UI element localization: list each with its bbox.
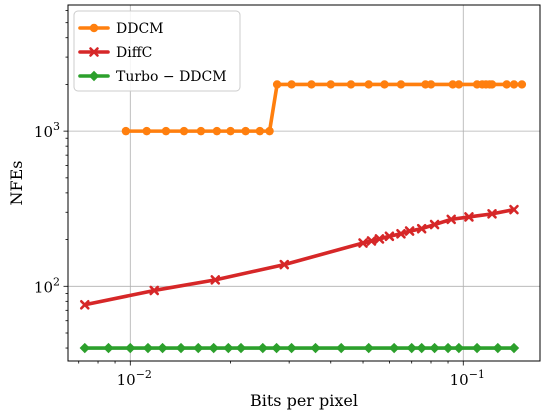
- series-0-point: [161, 126, 171, 136]
- series-2-point: [157, 342, 168, 354]
- series-2-point: [257, 342, 268, 354]
- legend-entry-1: DiffC: [78, 45, 152, 61]
- series-0-point: [142, 126, 151, 136]
- series-0-point: [346, 80, 356, 89]
- series-1-point: [404, 226, 415, 236]
- x-tick-label: 10−2: [117, 368, 152, 389]
- series-0-point: [509, 80, 519, 89]
- legend-entry-2-label: Turbo − DDCM: [116, 69, 227, 85]
- series-2-point: [79, 342, 90, 354]
- series-0-point: [487, 80, 497, 89]
- series-0-point: [272, 80, 282, 89]
- plot-series: [79, 80, 527, 354]
- legend-entry-2-marker: [88, 70, 100, 82]
- series-2-point: [363, 342, 374, 354]
- y-tick-label: 103: [34, 120, 60, 141]
- series-2-point: [416, 342, 427, 354]
- series-1-point: [279, 259, 290, 270]
- series-0: [121, 80, 527, 136]
- series-2-point: [286, 342, 297, 354]
- series-1-point: [374, 234, 385, 244]
- plot-frame: [67, 4, 541, 362]
- series-2-point: [406, 342, 417, 354]
- series-2-point: [310, 342, 321, 354]
- series-0-point: [454, 80, 464, 89]
- series-2-point: [442, 342, 454, 354]
- legend: DDCM DiffC Turbo − DDCM: [73, 10, 241, 92]
- series-1-line: [82, 207, 516, 307]
- series-0-point: [255, 126, 265, 136]
- series-1-point: [509, 204, 519, 215]
- series-2-point: [471, 342, 483, 354]
- series-2-point: [508, 342, 520, 354]
- y-axis-label: NFEs: [7, 161, 26, 206]
- series-0-point: [226, 126, 235, 136]
- series-0-point: [212, 126, 222, 136]
- series-1-point: [210, 275, 221, 285]
- x-tick-label: 10−1: [450, 368, 485, 389]
- series-1-point: [416, 223, 427, 234]
- series-1-point: [384, 231, 395, 242]
- series-1-point: [446, 214, 457, 225]
- series-0-point: [196, 126, 206, 136]
- series-0-point: [326, 80, 335, 89]
- axis-ticks: 10−2 10−1 102 103: [34, 9, 485, 389]
- series-0-point: [241, 126, 250, 136]
- y-tick-label: 102: [34, 275, 60, 296]
- series-1-point: [464, 212, 474, 222]
- series-2-point: [388, 342, 400, 354]
- series-1: [79, 204, 519, 310]
- series-1-point: [396, 228, 406, 239]
- series-1-point: [487, 209, 497, 219]
- legend-entry-0-marker: [89, 23, 99, 33]
- series-2-point: [142, 342, 154, 354]
- series-2-point: [208, 342, 219, 354]
- series-2-point: [235, 342, 247, 354]
- series-2-point: [492, 342, 504, 354]
- series-2-point: [429, 342, 440, 354]
- legend-entry-0: DDCM: [78, 21, 164, 37]
- series-0-point: [307, 80, 316, 89]
- series-2: [79, 342, 520, 354]
- series-2-point: [271, 342, 282, 354]
- series-0-point: [502, 80, 511, 89]
- series-2-point: [453, 342, 465, 354]
- legend-entry-1-marker: [89, 47, 99, 57]
- series-2-point: [336, 342, 347, 354]
- series-2-point: [193, 342, 204, 354]
- series-2-point: [125, 342, 136, 354]
- series-0-point: [287, 80, 296, 89]
- series-0-point: [121, 126, 131, 136]
- series-2-point: [175, 342, 187, 354]
- legend-entry-2: Turbo − DDCM: [78, 69, 227, 85]
- series-0-point: [426, 80, 436, 89]
- series-1-point: [358, 238, 368, 248]
- series-0-point: [364, 80, 373, 89]
- series-1-point: [149, 285, 160, 296]
- series-1-point: [366, 236, 377, 246]
- series-0-point: [265, 126, 274, 136]
- series-0-point: [179, 126, 189, 136]
- series-0-point: [448, 80, 457, 89]
- series-0-point: [380, 80, 389, 89]
- legend-entry-1-label: DiffC: [116, 45, 152, 61]
- series-2-point: [223, 342, 234, 354]
- x-axis-label: Bits per pixel: [250, 391, 358, 410]
- legend-entry-0-label: DDCM: [116, 21, 164, 37]
- series-2-point: [103, 342, 114, 354]
- series-1-point: [79, 299, 90, 310]
- series-1-point: [429, 219, 440, 230]
- series-0-point: [517, 80, 527, 89]
- series-0-point: [396, 80, 406, 89]
- legend-box: [73, 10, 241, 92]
